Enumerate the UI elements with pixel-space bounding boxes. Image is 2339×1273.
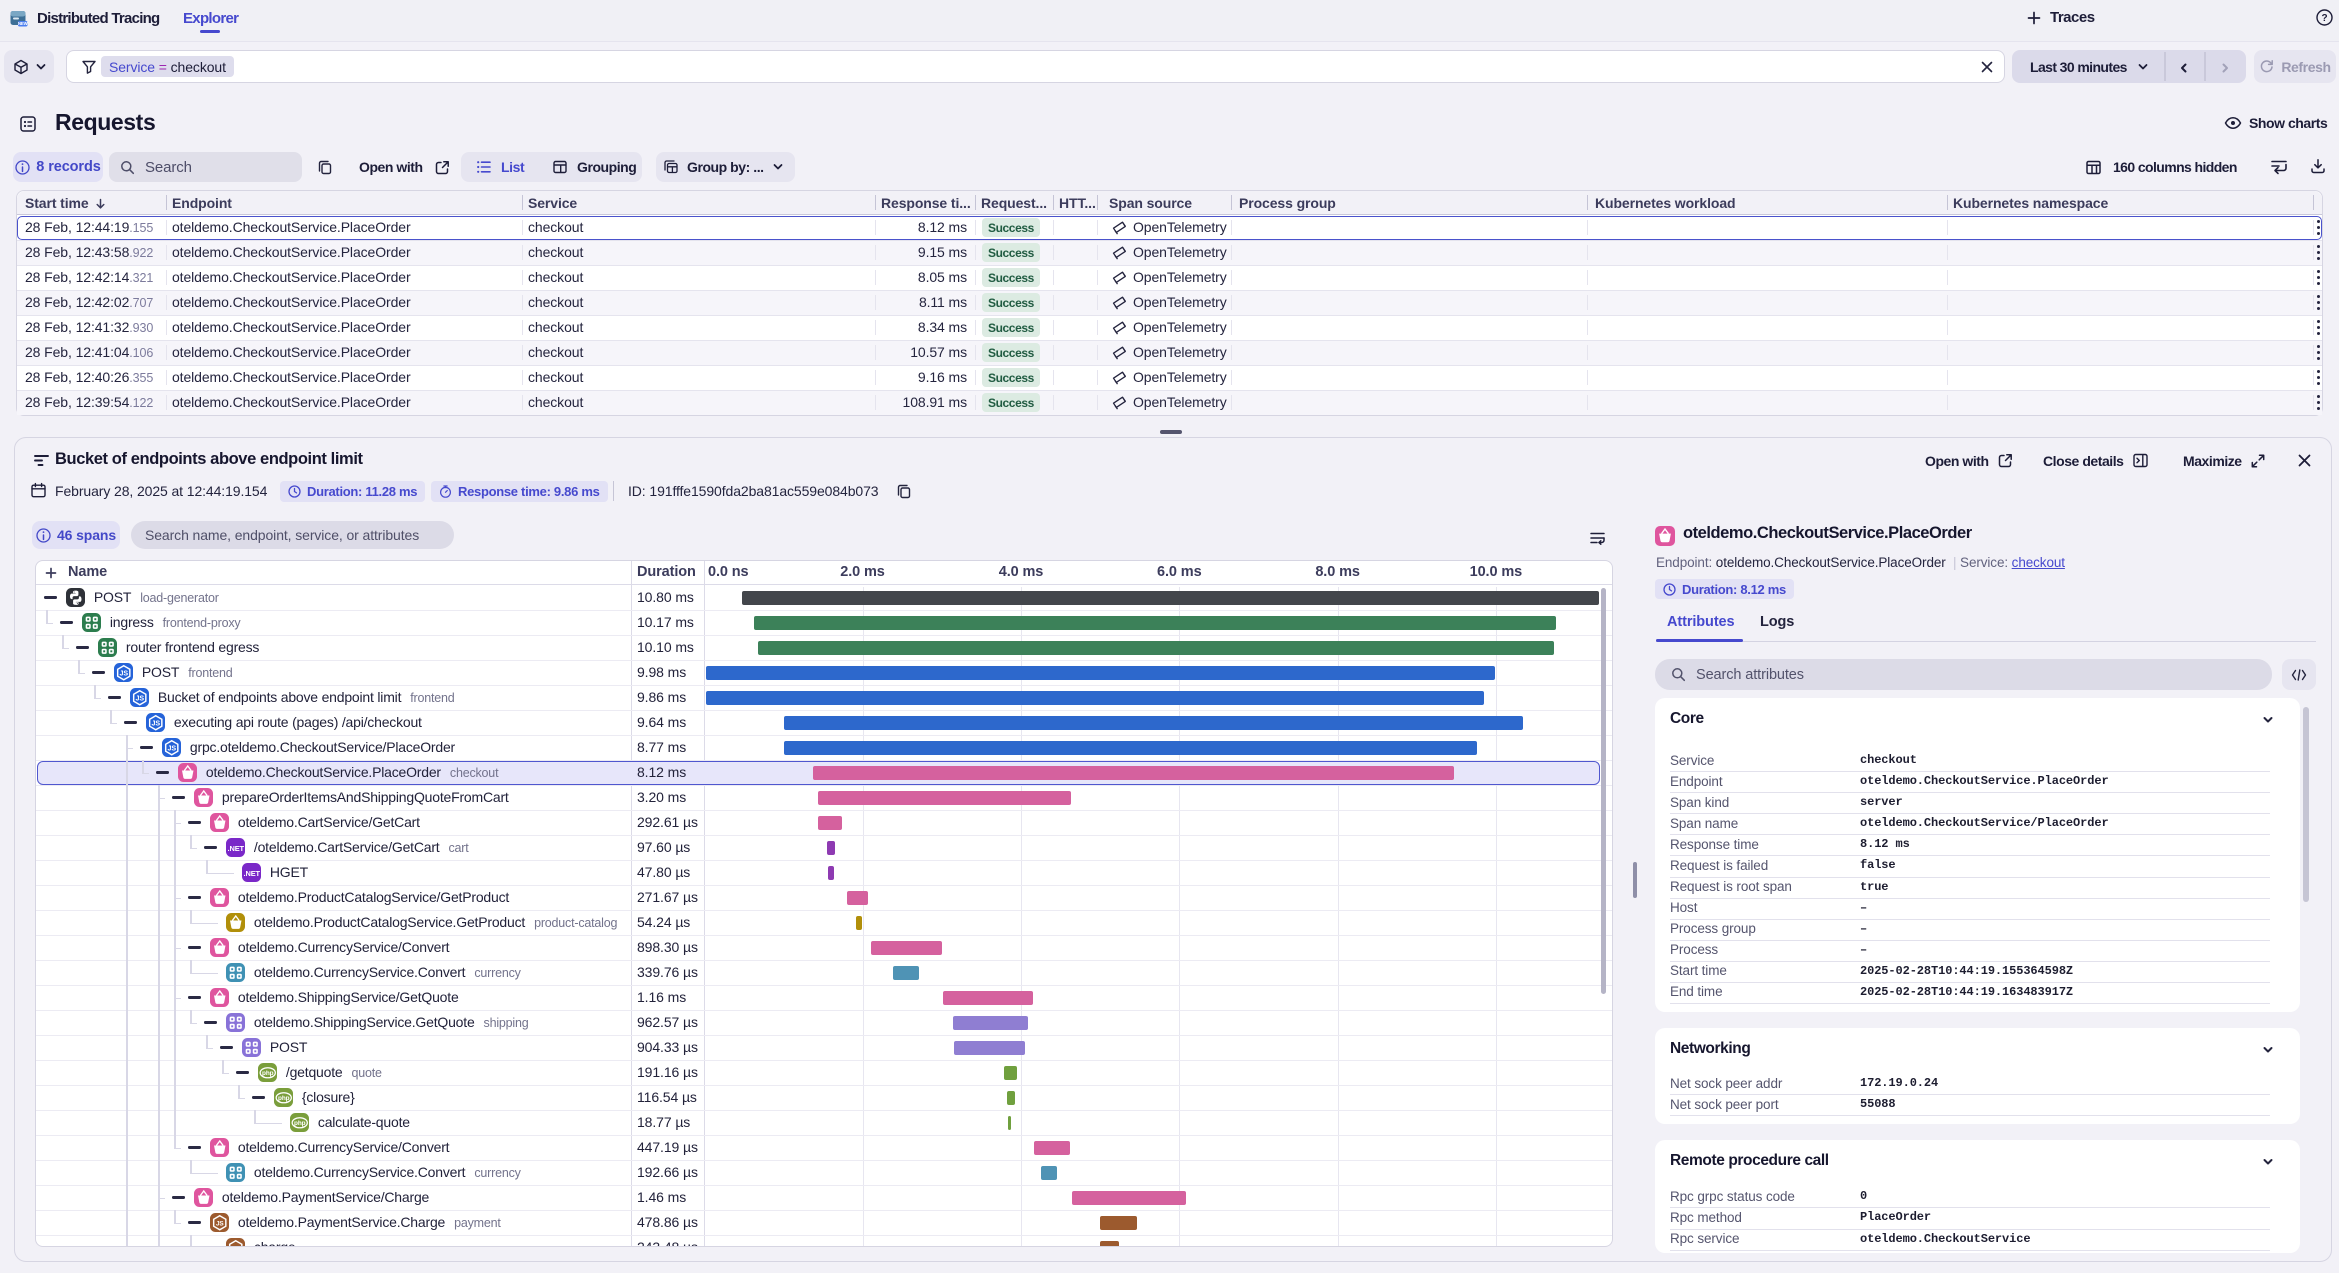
svg-text:php: php (294, 1120, 306, 1127)
svg-text:php: php (278, 1095, 290, 1102)
svg-text:JS: JS (135, 694, 144, 702)
svg-text:JS: JS (151, 719, 160, 727)
svg-text:JS: JS (232, 1245, 240, 1246)
svg-text:JS: JS (119, 669, 128, 677)
svg-text:JS: JS (216, 1220, 224, 1227)
svg-text:php: php (262, 1070, 274, 1077)
svg-text:JS: JS (167, 744, 176, 752)
svg-text:.NET: .NET (227, 844, 244, 853)
svg-text:.NET: .NET (243, 869, 260, 878)
svg-text:?: ? (2321, 13, 2327, 24)
svg-text:NEW: NEW (18, 21, 28, 26)
